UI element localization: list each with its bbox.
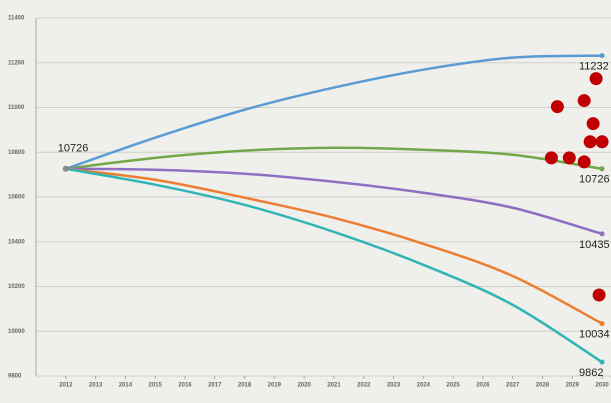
x-tick-label: 2029 <box>566 383 580 389</box>
dot <box>583 135 597 149</box>
y-tick-label: 11400 <box>8 16 25 22</box>
y-tick-label: 10200 <box>8 284 25 290</box>
x-tick-label: 2024 <box>417 383 431 389</box>
x-tick-label: 2030 <box>595 383 609 389</box>
dot <box>589 72 603 86</box>
x-tick-label: 2014 <box>119 383 133 389</box>
end-point <box>599 231 605 237</box>
end-point <box>599 166 605 172</box>
y-tick-label: 10000 <box>8 329 25 335</box>
dot <box>550 100 564 114</box>
dot <box>595 135 609 149</box>
x-tick-label: 2016 <box>178 383 192 389</box>
x-tick-label: 2023 <box>387 383 401 389</box>
x-tick-label: 2018 <box>238 383 252 389</box>
start-label: 10726 <box>58 143 89 155</box>
y-tick-label: 10600 <box>8 195 25 201</box>
y-tick-label: 11200 <box>8 60 25 66</box>
end-label: 10726 <box>579 174 610 186</box>
dot <box>544 151 558 165</box>
end-label: 11232 <box>579 60 609 72</box>
y-tick-label: 10800 <box>8 150 25 156</box>
x-tick-label: 2013 <box>89 383 103 389</box>
dot <box>577 94 591 108</box>
x-tick-label: 2027 <box>506 383 520 389</box>
line <box>65 146 603 171</box>
x-tick-label: 2012 <box>59 383 73 389</box>
line <box>65 167 603 364</box>
x-tick-label: 2019 <box>268 383 282 389</box>
line <box>65 167 603 236</box>
x-tick-label: 2028 <box>536 383 550 389</box>
dot <box>577 155 591 169</box>
x-tick-label: 2017 <box>208 383 222 389</box>
start-point <box>62 165 69 172</box>
y-tick-label: 11000 <box>8 105 25 111</box>
y-tick-label: 9800 <box>8 374 22 380</box>
x-tick-label: 2021 <box>327 383 341 389</box>
end-label: 9862 <box>579 367 603 379</box>
dot <box>592 288 606 302</box>
x-tick-label: 2020 <box>297 383 311 389</box>
x-tick-label: 2025 <box>446 383 460 389</box>
end-label: 10034 <box>579 329 610 341</box>
x-tick-label: 2026 <box>476 383 490 389</box>
y-tick-label: 10400 <box>8 239 25 245</box>
line <box>65 54 603 170</box>
dot <box>562 151 576 165</box>
end-point <box>599 321 605 327</box>
end-label: 10435 <box>579 239 610 251</box>
dot <box>586 117 600 131</box>
end-point <box>599 359 605 365</box>
line <box>65 167 603 325</box>
x-tick-label: 2015 <box>148 383 162 389</box>
end-point <box>599 53 605 59</box>
x-tick-label: 2022 <box>357 383 371 389</box>
